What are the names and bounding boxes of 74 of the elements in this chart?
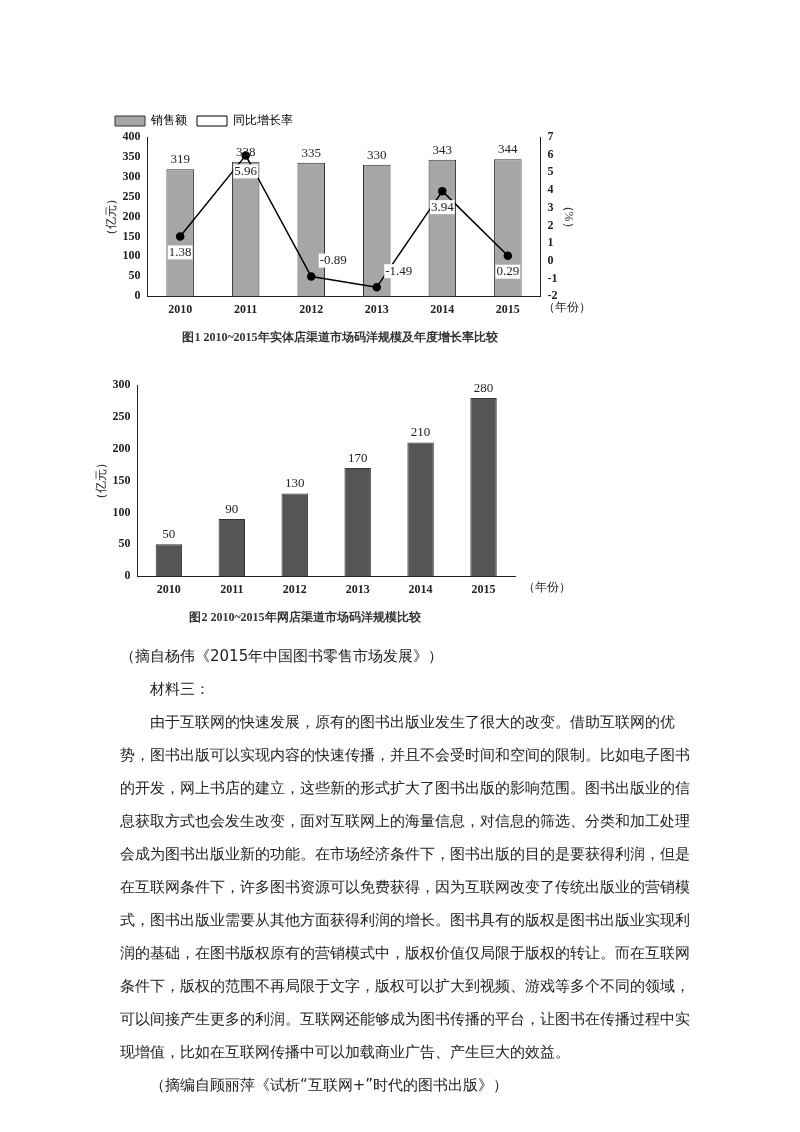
y2-tick-label: 0 [547,252,554,267]
x-tick-label: 2013 [345,582,370,597]
data-label: 50 [162,526,176,542]
data-label: 280 [473,379,494,395]
y-tick-label: 0 [134,288,141,303]
text: 材料三： [149,679,211,700]
y2-tick-label: 5 [547,164,554,179]
y-tick-label: 150 [112,472,131,487]
y-axis-title: （亿元） [94,456,109,505]
x-tick-label: 2014 [408,582,433,597]
y2-tick-label: 7 [547,129,554,144]
data-label: 3.94 [430,198,455,214]
y-tick-label: 0 [124,568,131,583]
x-tick-label: 2013 [364,302,389,317]
y2-tick-label: 4 [547,182,554,197]
y-tick-label: 150 [122,228,141,243]
y2-tick-label: 2 [547,217,554,232]
data-label: -0.89 [319,251,347,267]
data-label: 319 [170,151,190,167]
text: 图1 2010~2015年实体店渠道市场码洋规模及年度增长率比较 [182,329,499,344]
y-tick-label: 100 [122,248,141,263]
y-tick-label: 250 [122,188,141,203]
y-tick-label: 50 [128,268,141,283]
y2-tick-label: -2 [547,288,558,303]
point [175,232,185,241]
x-tick-label: 2015 [495,302,520,317]
y-tick-label: 400 [122,129,141,144]
data-label: 335 [301,144,321,160]
data-label: 1.38 [168,243,192,259]
y-tick-label: 50 [118,536,131,551]
x-tick-label: 2011 [234,302,258,317]
data-label: 130 [284,475,305,491]
data-label: 0.29 [496,263,520,279]
data-label: 90 [225,500,239,516]
point [372,282,382,292]
text: （摘自杨伟《2015年中国图书零售市场发展》） [120,646,445,667]
data-label: 5.96 [234,162,258,178]
y-tick-label: 250 [112,409,131,424]
x-axis-title: （年份） [542,300,591,315]
x-tick-label: 2012 [282,582,307,597]
point [503,251,513,260]
y-axis-title: （亿元） [104,192,119,241]
legend-label: 同比增长率 [233,113,293,128]
x-tick-label: 2010 [156,582,181,597]
y-tick-label: 200 [122,208,141,223]
x-tick-label: 2014 [430,302,455,317]
point [438,186,447,196]
x-tick-label: 2015 [471,582,496,597]
data-label: 338 [235,143,256,159]
legend-label: 销售额 [150,113,187,128]
x-axis-title: （年份） [523,580,571,595]
data-label: 344 [498,141,519,157]
y-tick-label: 100 [112,504,131,519]
x-tick-label: 2011 [220,582,244,597]
data-label: 170 [347,449,368,465]
text: 由于互联网的快速发展，原有的图书出版业发生了很大的改变。借助互联网的优势，图书出版可以实现内容的快速传播，并且不会受时间和空间的限制。比如电子图书的开发，网上书店的建立，这些新的形式扩大了图书出版的影响范围。图书出版业的信息获取方式也会发生改变，面对互联网上的海量信息，对信息的筛选、分类和加工处理会成为图书出版业新的功能。在市场经济条件下，图书出版的目的是要获得利润，但是在互联网条件下，许多图书资源可以免费获得，因为互联网改变了传统出版业的营销模式，图书出版业需要从其他方面获得利润的增长。图书具有的版权是图书出版业实现利润的基础，在图书版权原有的营销模式中，版权价值仅局限于版权的转让。而在互联网条件下，版权的范围不再局限于文字，版权可以扩大到视频、游戏等多个不同的领域，可以间接产生更多的利润。互联网还能够成为图书传播的平台，让图书在传播过程中实现增值，比如在互联网传播中可以加载商业广告、产生巨大的效益。 [120,713,690,1061]
text: （摘编自顾丽萍《试析“互联网+”时代的图书出版》） [149,1075,510,1096]
data-label: 210 [410,424,431,440]
data-label: 343 [432,141,453,157]
y2-tick-label: 1 [547,235,554,250]
y-tick-label: 350 [122,148,141,163]
x-tick-label: 2012 [299,302,324,317]
y2-tick-label: -1 [547,270,558,285]
y-tick-label: 300 [112,377,131,392]
data-label: 330 [367,146,387,162]
y-tick-label: 200 [112,440,131,455]
y2-tick-label: 6 [547,146,554,161]
data-label: -1.49 [385,262,413,278]
y2-axis-title: （%） [561,199,576,234]
y2-tick-label: 3 [547,199,554,214]
text: 图2 2010~2015年网店渠道市场码洋规模比较 [189,609,422,624]
y-tick-label: 300 [122,168,141,183]
point [306,272,316,281]
x-tick-label: 2010 [168,302,193,317]
